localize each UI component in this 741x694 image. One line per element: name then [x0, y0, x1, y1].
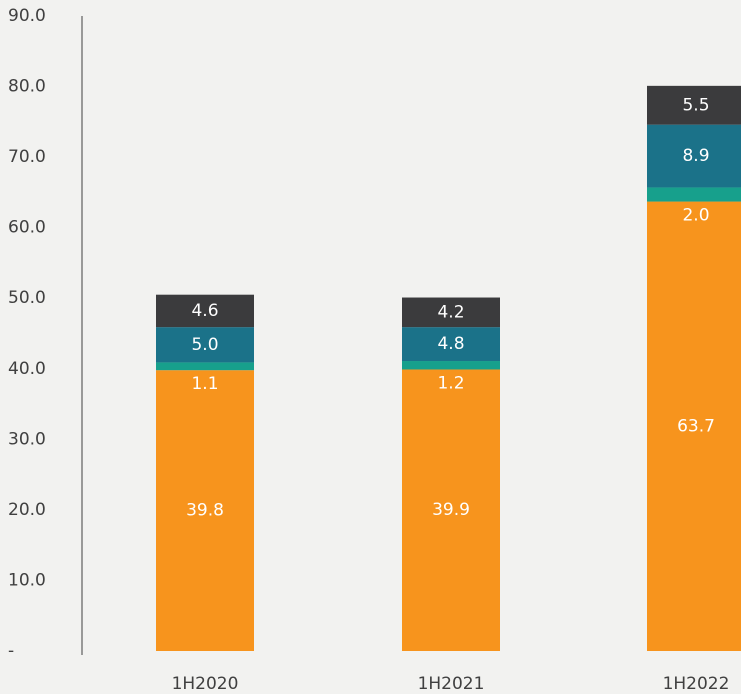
- y-tick-label: 40.0: [8, 359, 46, 379]
- bar-segment: [647, 187, 741, 202]
- y-tick-label: 20.0: [8, 500, 46, 520]
- data-label: 39.8: [186, 501, 224, 521]
- y-tick-label: 80.0: [8, 77, 46, 97]
- bar-segment: [156, 370, 254, 651]
- x-tick-label: 1H2020: [172, 674, 239, 694]
- data-label: 5.5: [682, 95, 709, 115]
- data-label: 1.1: [191, 374, 218, 394]
- x-tick-label: 1H2022: [663, 674, 730, 694]
- bar-segment: [156, 327, 254, 363]
- data-label: 5.0: [191, 335, 218, 355]
- bar-segment: [647, 124, 741, 188]
- x-tick-label: 1H2021: [418, 674, 485, 694]
- data-label: 1.2: [437, 373, 464, 393]
- bar-segment: [156, 362, 254, 371]
- y-tick-label: 30.0: [8, 429, 46, 449]
- data-label: 8.9: [682, 146, 709, 166]
- data-label: 4.6: [191, 301, 218, 321]
- bar-segment: [402, 327, 500, 362]
- y-tick-label: 50.0: [8, 288, 46, 308]
- data-label: 39.9: [432, 500, 470, 520]
- bar-segment: [647, 201, 741, 652]
- y-tick-label: -: [8, 641, 14, 661]
- y-tick-label: 90.0: [8, 6, 46, 26]
- bar-segment: [402, 369, 500, 651]
- y-tick-label: 60.0: [8, 218, 46, 238]
- y-tick-label: 70.0: [8, 147, 46, 167]
- bar-segment: [402, 361, 500, 370]
- bar-segment: [647, 85, 741, 125]
- data-label: 4.2: [437, 302, 464, 322]
- bar-segment: [156, 294, 254, 328]
- data-label: 4.8: [437, 334, 464, 354]
- data-label: 2.0: [682, 206, 709, 226]
- data-label: 63.7: [677, 416, 715, 436]
- bar-segment: [402, 297, 500, 328]
- y-tick-label: 10.0: [8, 570, 46, 590]
